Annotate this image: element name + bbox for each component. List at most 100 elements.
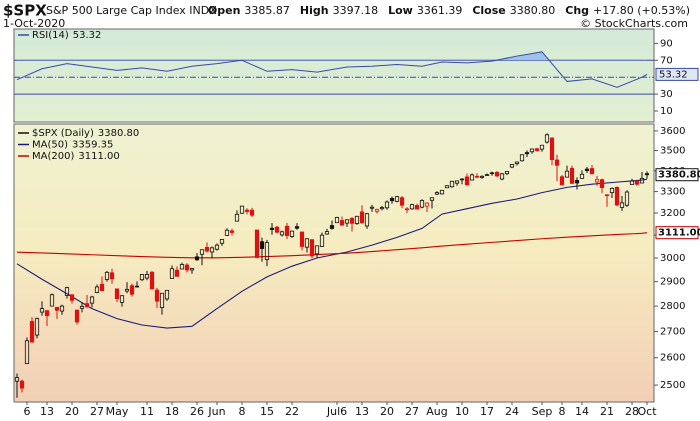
candle-body: [74, 309, 80, 323]
candle-body: [109, 272, 115, 280]
x-tick-label: 22: [285, 405, 299, 418]
candle-body: [189, 268, 195, 271]
date: 1-Oct-2020: [3, 17, 65, 30]
quote-label: Open: [208, 4, 241, 17]
candle-body: [139, 274, 145, 281]
candle-body: [639, 177, 645, 184]
price-label-box: [655, 168, 699, 182]
candle-body: [604, 194, 610, 197]
candle-body: [259, 241, 265, 249]
candle-body: [239, 205, 245, 214]
candle-body: [249, 209, 255, 216]
x-tick-label: Jul6: [326, 405, 347, 418]
candle-body: [229, 230, 235, 233]
candle-body: [499, 173, 505, 180]
copyright: © StockCharts.com: [580, 17, 688, 30]
quote-value: 3380.80: [510, 4, 556, 17]
candle-body: [184, 264, 190, 271]
candle-body: [609, 188, 615, 194]
candle-body: [79, 305, 85, 309]
candle-body: [599, 179, 605, 188]
candle-body: [569, 167, 575, 184]
candle-body: [169, 268, 175, 279]
candle-body: [64, 287, 70, 296]
candle-body: [559, 176, 565, 186]
x-tick-label: 13: [355, 405, 369, 418]
candle-body: [634, 180, 640, 185]
candle-body: [344, 219, 350, 224]
candle-body: [514, 161, 520, 165]
candle-body: [389, 197, 395, 202]
candle-body: [319, 234, 325, 247]
y-tick-label: 10: [660, 106, 673, 117]
candle-body: [629, 180, 635, 185]
x-tick-label: 17: [480, 405, 494, 418]
candle-body: [289, 230, 295, 237]
candle-body: [329, 225, 335, 229]
y-tick-label: 90: [660, 38, 673, 49]
candle-body: [399, 197, 405, 206]
candle-body: [464, 176, 470, 186]
symbol: $SPX: [3, 2, 47, 20]
legend-name: MA(200): [32, 151, 74, 162]
x-tick-label: 8: [559, 405, 566, 418]
moving-average: [16, 178, 648, 329]
legend-entry: MA(50) 3359.35: [32, 140, 113, 151]
candle-body: [69, 294, 75, 301]
x-tick-label: 27: [90, 405, 104, 418]
x-tick-label: 24: [505, 405, 519, 418]
candle-body: [24, 340, 30, 365]
candle-body: [149, 271, 155, 290]
y-tick-label: 3600: [660, 126, 685, 137]
x-tick-label: 27: [405, 405, 419, 418]
candle-body: [549, 137, 555, 160]
candle-body: [129, 285, 135, 295]
candle-body: [369, 206, 375, 209]
candle-body: [264, 242, 270, 261]
candle-body: [374, 209, 380, 212]
x-tick-label: 28: [625, 405, 639, 418]
candle-body: [19, 380, 25, 389]
x-tick-label: 10: [455, 405, 469, 418]
candle-body: [619, 202, 625, 208]
candle-body: [339, 220, 345, 226]
candle-body: [459, 178, 465, 181]
x-tick-label: Oct: [637, 405, 657, 418]
x-tick-label: 15: [260, 405, 274, 418]
legend-entry: $SPX (Daily) 3380.80: [32, 128, 139, 139]
candle-body: [594, 179, 600, 183]
candle-body: [274, 226, 280, 233]
rsi-panel: [13, 28, 655, 123]
candle-body: [159, 292, 165, 308]
candle-body: [444, 185, 450, 189]
candle-body: [119, 295, 125, 303]
candle-body: [469, 174, 475, 181]
legend-name: RSI(14): [32, 30, 69, 41]
candle-body: [49, 294, 55, 307]
candle-body: [534, 148, 540, 151]
x-tick-label: 6: [24, 405, 31, 418]
price-label-box: [655, 226, 699, 240]
quote-value: 3385.87: [244, 4, 290, 17]
candle-body: [179, 264, 185, 270]
candle-body: [204, 246, 210, 252]
candle-body: [334, 216, 340, 224]
x-tick-label: 18: [165, 405, 179, 418]
x-tick-label: 13: [40, 405, 54, 418]
y-tick-label: 3300: [660, 187, 685, 198]
candle-body: [29, 321, 35, 343]
quote-label: Close: [472, 4, 505, 17]
quote-label: Chg: [565, 4, 589, 17]
candle-body: [574, 180, 580, 184]
candle-body: [434, 192, 440, 195]
candle-body: [394, 196, 400, 202]
candle-body: [614, 186, 620, 206]
candle-body: [384, 201, 390, 209]
y-tick-label: 2700: [660, 326, 685, 337]
candle-body: [579, 173, 585, 179]
y-tick-label: 3200: [660, 208, 685, 219]
candle-body: [209, 247, 215, 253]
overbought-area: [17, 51, 647, 61]
candle-body: [504, 170, 510, 175]
